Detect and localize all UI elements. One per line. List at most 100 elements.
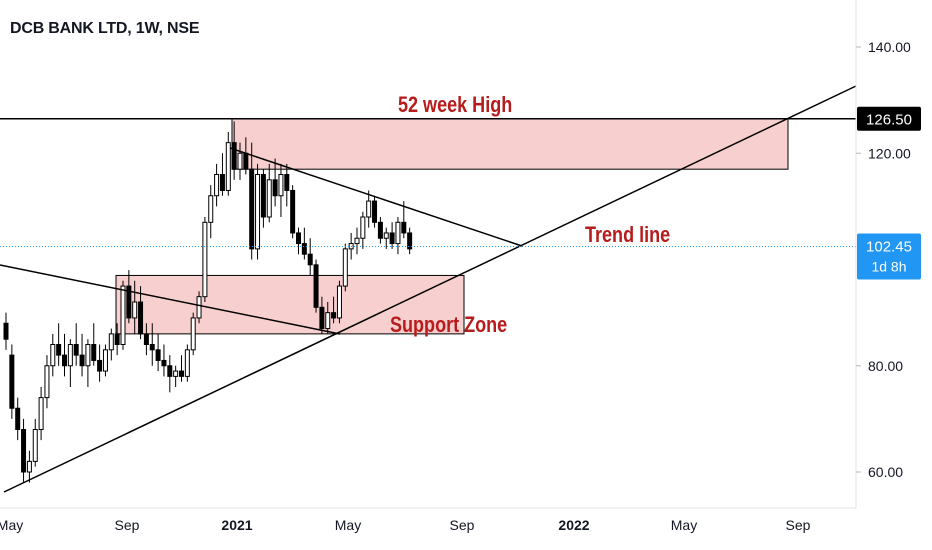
candle-body xyxy=(331,312,337,319)
candle xyxy=(266,163,272,223)
candle-body xyxy=(15,407,21,430)
candle-body xyxy=(32,429,38,462)
candle-body xyxy=(67,344,73,367)
candle-body xyxy=(120,285,126,345)
candle xyxy=(132,280,138,334)
candle-body xyxy=(138,301,144,335)
candle-body xyxy=(208,195,214,223)
candle xyxy=(67,339,73,387)
annotation-support-zone: Support Zone xyxy=(390,313,507,337)
candle-body xyxy=(377,221,383,239)
candle xyxy=(32,418,38,467)
x-tick-label: 2022 xyxy=(558,517,589,533)
candle xyxy=(108,328,114,361)
candle xyxy=(79,333,85,377)
candle-body xyxy=(167,365,173,377)
candle-body xyxy=(407,232,413,250)
candle xyxy=(97,344,103,382)
candle xyxy=(190,312,196,356)
candle-body xyxy=(342,248,348,287)
candle xyxy=(290,185,296,239)
candle-body xyxy=(179,370,184,377)
candle xyxy=(161,344,167,377)
candle-body xyxy=(325,312,331,330)
candle xyxy=(407,227,413,255)
candle xyxy=(38,387,44,441)
candle xyxy=(179,355,184,382)
candle-body xyxy=(3,322,9,340)
candle xyxy=(184,344,190,382)
candle xyxy=(138,286,144,340)
resistance-price-tag xyxy=(857,106,921,131)
candle xyxy=(249,142,255,260)
candle-body xyxy=(79,354,85,367)
candle xyxy=(354,227,360,255)
annotation-52-week-high: 52 week High xyxy=(398,93,512,117)
candle-body xyxy=(231,142,237,170)
x-tick-label: May xyxy=(335,517,361,533)
x-tick-label: Sep xyxy=(786,517,811,533)
candle xyxy=(301,227,307,260)
candle xyxy=(360,211,366,249)
candle-body xyxy=(44,365,50,399)
candle xyxy=(120,280,126,350)
candle-body xyxy=(73,344,79,356)
candle-body xyxy=(190,317,196,351)
candle-body xyxy=(38,397,44,430)
candle-body xyxy=(102,349,108,372)
candle-body xyxy=(126,285,132,319)
candle xyxy=(255,163,261,260)
candle-body xyxy=(219,174,225,191)
candle xyxy=(313,259,319,313)
candle-body xyxy=(143,333,149,345)
x-tick-label: May xyxy=(0,517,23,533)
candle xyxy=(342,243,348,292)
x-tick-label: Sep xyxy=(450,517,475,533)
candle xyxy=(26,450,32,483)
candle xyxy=(231,121,237,180)
candle-body xyxy=(395,221,401,245)
candle xyxy=(395,217,401,255)
candle-body xyxy=(296,232,301,245)
x-tick-label: Sep xyxy=(115,517,140,533)
x-tick-label: May xyxy=(671,517,697,533)
candle-body xyxy=(260,174,266,218)
candle xyxy=(331,296,337,324)
y-tick-label: 140.00 xyxy=(868,39,911,55)
candle xyxy=(401,201,407,239)
candle xyxy=(272,158,278,207)
candle xyxy=(21,418,27,483)
candle-body xyxy=(91,344,97,361)
candle xyxy=(9,344,15,419)
y-tick-label: 120.00 xyxy=(868,145,911,161)
candle xyxy=(389,222,395,249)
candle-body xyxy=(301,243,307,255)
candle xyxy=(214,163,220,207)
candle-body xyxy=(26,460,32,473)
y-tick-label: 60.00 xyxy=(868,464,903,480)
candle xyxy=(260,169,266,228)
candle xyxy=(377,217,383,244)
candle-body xyxy=(366,200,372,218)
candle-body xyxy=(155,349,161,361)
candle-body xyxy=(161,359,167,367)
candle-body xyxy=(354,237,360,245)
candle xyxy=(44,355,50,409)
resistance-price-label: 126.50 xyxy=(866,112,912,129)
candle xyxy=(143,323,149,356)
candle xyxy=(366,190,372,228)
candle-body xyxy=(114,333,120,345)
candle xyxy=(284,163,290,207)
candle xyxy=(102,344,108,377)
candle xyxy=(3,312,9,350)
annotation-trend-line: Trend line xyxy=(585,223,670,247)
candle xyxy=(219,153,225,196)
candle-body xyxy=(97,359,103,372)
candle-body xyxy=(401,221,407,234)
current-price-tag xyxy=(857,233,921,280)
candle-body xyxy=(173,370,179,377)
candle-body xyxy=(85,344,91,367)
candle-body xyxy=(132,301,138,319)
candle-body xyxy=(202,221,208,298)
